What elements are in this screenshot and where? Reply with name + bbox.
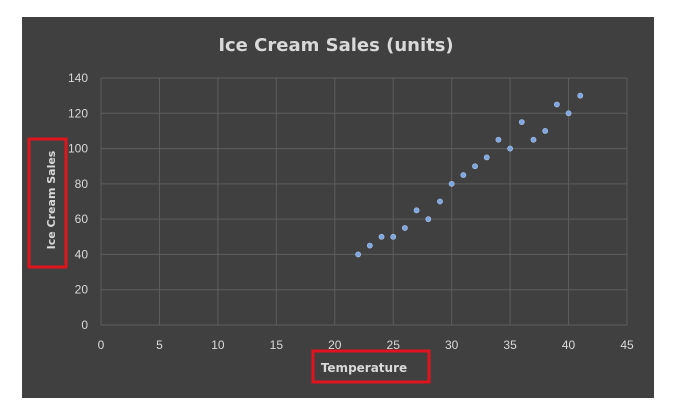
y-tick-label: 40 [75, 247, 89, 261]
x-tick-label: 35 [503, 338, 517, 352]
x-tick-label: 0 [98, 338, 105, 352]
data-point [577, 92, 584, 99]
data-point [530, 136, 537, 143]
data-point [437, 198, 443, 205]
data-point [542, 128, 549, 134]
x-tick-label: 25 [387, 338, 401, 352]
y-tick-label: 80 [75, 177, 89, 191]
data-point [425, 216, 432, 223]
data-point [448, 180, 455, 187]
x-tick-label: 45 [620, 338, 634, 352]
data-point [507, 145, 514, 152]
x-tick-label: 10 [211, 338, 225, 352]
y-axis-ticks: 0 20 40 60 80 100 120 140 [68, 71, 88, 332]
chart-title: Ice Cream Sales (units) [218, 35, 453, 56]
y-tick-label: 120 [68, 106, 88, 120]
data-point [472, 163, 478, 170]
scatter-chart: Ice Cream Sales (units) 0204060801001201… [27, 35, 634, 384]
data-point [483, 154, 490, 161]
gridlines [100, 77, 628, 326]
y-tick-label: 20 [75, 283, 89, 297]
y-tick-label: 60 [75, 212, 89, 226]
chart-area: Ice Cream Sales (units) 0 20 40 60 80 100 120 1… [22, 17, 654, 398]
data-point [378, 233, 385, 240]
data-point [355, 251, 362, 258]
data-point [413, 207, 420, 214]
data-point [460, 172, 467, 178]
x-tick-label: 30 [445, 338, 459, 352]
x-axis-title: Temperature [321, 361, 407, 375]
data-point [553, 101, 560, 108]
x-axis-title-highlight [311, 349, 431, 384]
data-point [565, 110, 572, 117]
x-tick-label: 15 [270, 338, 284, 352]
x-tick-label: 5 [156, 338, 163, 352]
y-tick-label: 0 [81, 318, 88, 332]
y-axis-title-highlight [27, 137, 68, 269]
y-tick-label: 140 [68, 71, 88, 85]
data-point [518, 119, 525, 126]
x-tick-label: 40 [562, 338, 576, 352]
data-point [390, 233, 397, 240]
y-axis-title: Ice Cream Sales [45, 150, 58, 249]
data-point [366, 242, 373, 249]
x-tick-label: 20 [328, 338, 342, 352]
data-point [402, 225, 408, 231]
x-axis-ticks: 0 5 10 15 20 25 30 35 40 45 [98, 338, 634, 352]
data-points [355, 92, 584, 258]
y-tick-label: 100 [68, 142, 88, 156]
data-point [495, 136, 502, 143]
